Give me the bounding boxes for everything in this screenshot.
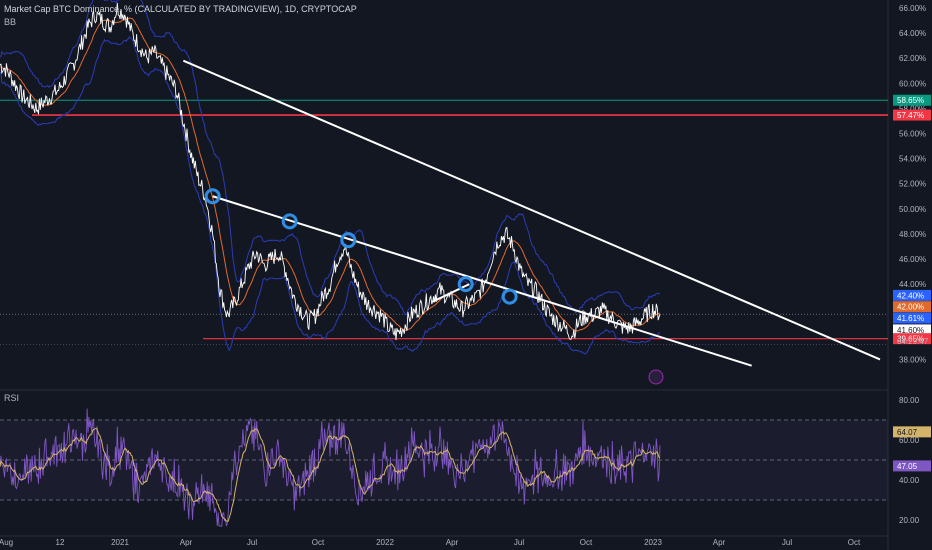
price-tag: 57.47% <box>897 111 924 120</box>
x-tick-label: Aug <box>0 538 13 547</box>
x-tick-label: 2023 <box>644 538 662 547</box>
bb-indicator-label[interactable]: BB <box>4 17 17 27</box>
price-tag: 42.00% <box>897 303 924 312</box>
price-tag: 58.65% <box>897 96 924 105</box>
y-tick-label: 52.00% <box>899 180 926 189</box>
price-tag-bg <box>893 324 931 336</box>
x-tick-label: Jul <box>782 538 792 547</box>
y-tick-label: 54.00% <box>899 155 926 164</box>
price-tag-bg <box>893 312 931 324</box>
y-tick-label: 60.00% <box>899 79 926 88</box>
x-tick-label: Apr <box>446 538 459 547</box>
trendline-2 <box>212 195 752 367</box>
rsi-indicator-label[interactable]: RSI <box>4 393 20 403</box>
rsi-y-tick-label: 60.00 <box>899 436 920 445</box>
y-tick-label: 44.00% <box>899 280 926 289</box>
price-tag-bg <box>893 333 931 345</box>
y-tick-label: 64.00% <box>899 29 926 38</box>
x-tick-label: Jul <box>247 538 257 547</box>
price-series <box>0 2 661 341</box>
countdown-label: 04:29:47 <box>897 337 929 346</box>
x-tick-label: Oct <box>848 538 861 547</box>
x-tick-label: 12 <box>56 538 65 547</box>
rsi-line <box>0 408 661 527</box>
touch-marker-5 <box>501 288 518 305</box>
event-icon <box>648 369 664 385</box>
rsi-tag-bg <box>893 426 931 438</box>
x-tick-label: Oct <box>580 538 593 547</box>
x-tick-label: Apr <box>180 538 193 547</box>
chart-title[interactable]: Market Cap BTC Dominance, % (CALCULATED … <box>4 4 357 14</box>
y-tick-label: 56.00% <box>899 130 926 139</box>
price-tag-bg <box>893 289 931 301</box>
bb-lower-band <box>0 35 661 355</box>
x-tick-label: Oct <box>312 538 325 547</box>
rsi-y-tick-label: 40.00 <box>899 476 920 485</box>
rsi-y-tick-label: 80.00 <box>899 396 920 405</box>
price-tag-bg <box>893 301 931 313</box>
y-tick-label: 66.00% <box>899 4 926 13</box>
x-tick-label: 2022 <box>376 538 394 547</box>
bb-upper-band <box>0 0 660 316</box>
bb-basis-line <box>0 17 661 333</box>
touch-marker-2 <box>281 213 298 230</box>
rsi-ma-line <box>0 427 661 522</box>
rsi-tag-bg <box>893 460 931 472</box>
price-tag: 41.61% <box>897 314 924 323</box>
x-tick-label: Apr <box>713 538 726 547</box>
x-tick-label: 2021 <box>111 538 129 547</box>
y-tick-label: 38.00% <box>899 355 926 364</box>
touch-marker-4 <box>457 276 474 293</box>
rsi-y-tick-label: 20.00 <box>899 516 920 525</box>
y-tick-label: 62.00% <box>899 54 926 63</box>
y-tick-label: 58.00% <box>899 104 926 113</box>
y-tick-label: 46.00% <box>899 255 926 264</box>
price-tag-bg <box>893 94 931 106</box>
rsi-tag: 64.07 <box>897 428 918 437</box>
x-tick-label: Jul <box>514 538 524 547</box>
price-tag: 41.60% <box>897 326 924 335</box>
price-tag: 39.65% <box>897 335 924 344</box>
touch-marker-3 <box>340 232 357 249</box>
price-tag-bg <box>893 109 931 121</box>
y-tick-label: 50.00% <box>899 205 926 214</box>
touch-marker-1 <box>204 188 221 205</box>
rsi-tag: 47.05 <box>897 462 918 471</box>
y-tick-label: 48.00% <box>899 230 926 239</box>
price-tag: 42.40% <box>897 291 924 300</box>
trendline-3 <box>432 283 470 303</box>
trendline-1 <box>182 59 881 361</box>
